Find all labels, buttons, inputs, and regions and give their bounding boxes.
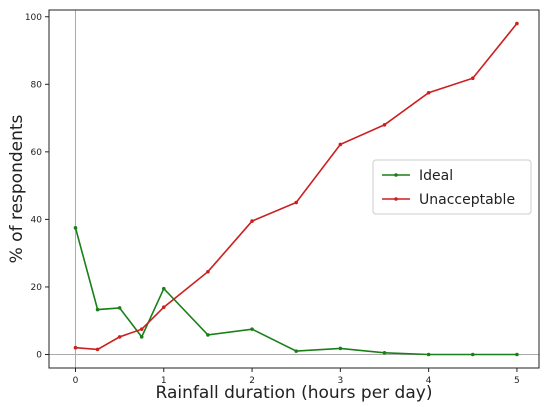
data-point-unacceptable [426,90,431,95]
data-point-ideal [294,349,299,353]
data-point-ideal [338,346,343,351]
x-tick-label: 1 [161,376,167,386]
data-point-unacceptable [117,335,122,339]
data-point-unacceptable [139,327,144,331]
legend-box [372,159,532,215]
data-point-ideal [73,226,78,230]
x-tick-label: 2 [249,376,255,386]
y-tick-label: 40 [31,215,43,225]
y-tick-label: 100 [25,13,42,23]
data-point-unacceptable [95,347,100,352]
y-axis: 0 20 40 60 80 100 [25,13,49,360]
series-layer [73,21,519,357]
x-tick-label: 3 [337,376,343,386]
data-point-ideal [426,352,431,357]
x-axis: 0 1 2 3 4 5 [73,368,520,386]
data-point-unacceptable [73,345,78,350]
y-tick-label: 80 [31,80,43,90]
x-tick-label: 5 [514,376,520,386]
x-axis-title: Rainfall duration (hours per day) [156,383,433,403]
y-axis-title: % of respondents [7,114,27,263]
x-tick-label: 0 [73,376,79,386]
data-point-unacceptable [338,142,343,147]
data-point-ideal [515,352,519,357]
plot-frame [48,9,540,369]
data-point-ideal [382,351,387,355]
data-point-unacceptable [294,200,299,205]
series-unacceptable [73,21,519,352]
y-tick-label: 0 [36,350,42,360]
data-point-unacceptable [515,21,519,26]
x-tick-label: 4 [426,376,432,386]
legend-label-unacceptable: Unacceptable [419,192,515,208]
data-point-ideal [95,307,100,312]
data-point-unacceptable [382,123,387,127]
series-ideal [73,226,519,357]
legend-label-ideal: Ideal [419,168,453,184]
legend-marker-unacceptable [394,197,398,201]
data-point-ideal [139,335,144,339]
data-point-ideal [117,306,122,310]
data-point-unacceptable [161,305,166,310]
data-point-ideal [470,352,475,357]
data-point-ideal [206,333,210,337]
data-point-unacceptable [250,219,254,223]
data-point-ideal [250,327,254,331]
legend-marker-ideal [394,173,398,177]
data-point-ideal [161,286,166,291]
data-point-unacceptable [206,269,210,274]
y-tick-label: 60 [31,148,43,158]
legend: Ideal Unacceptable [372,159,532,215]
y-tick-label: 20 [31,283,43,293]
data-point-unacceptable [470,76,475,81]
